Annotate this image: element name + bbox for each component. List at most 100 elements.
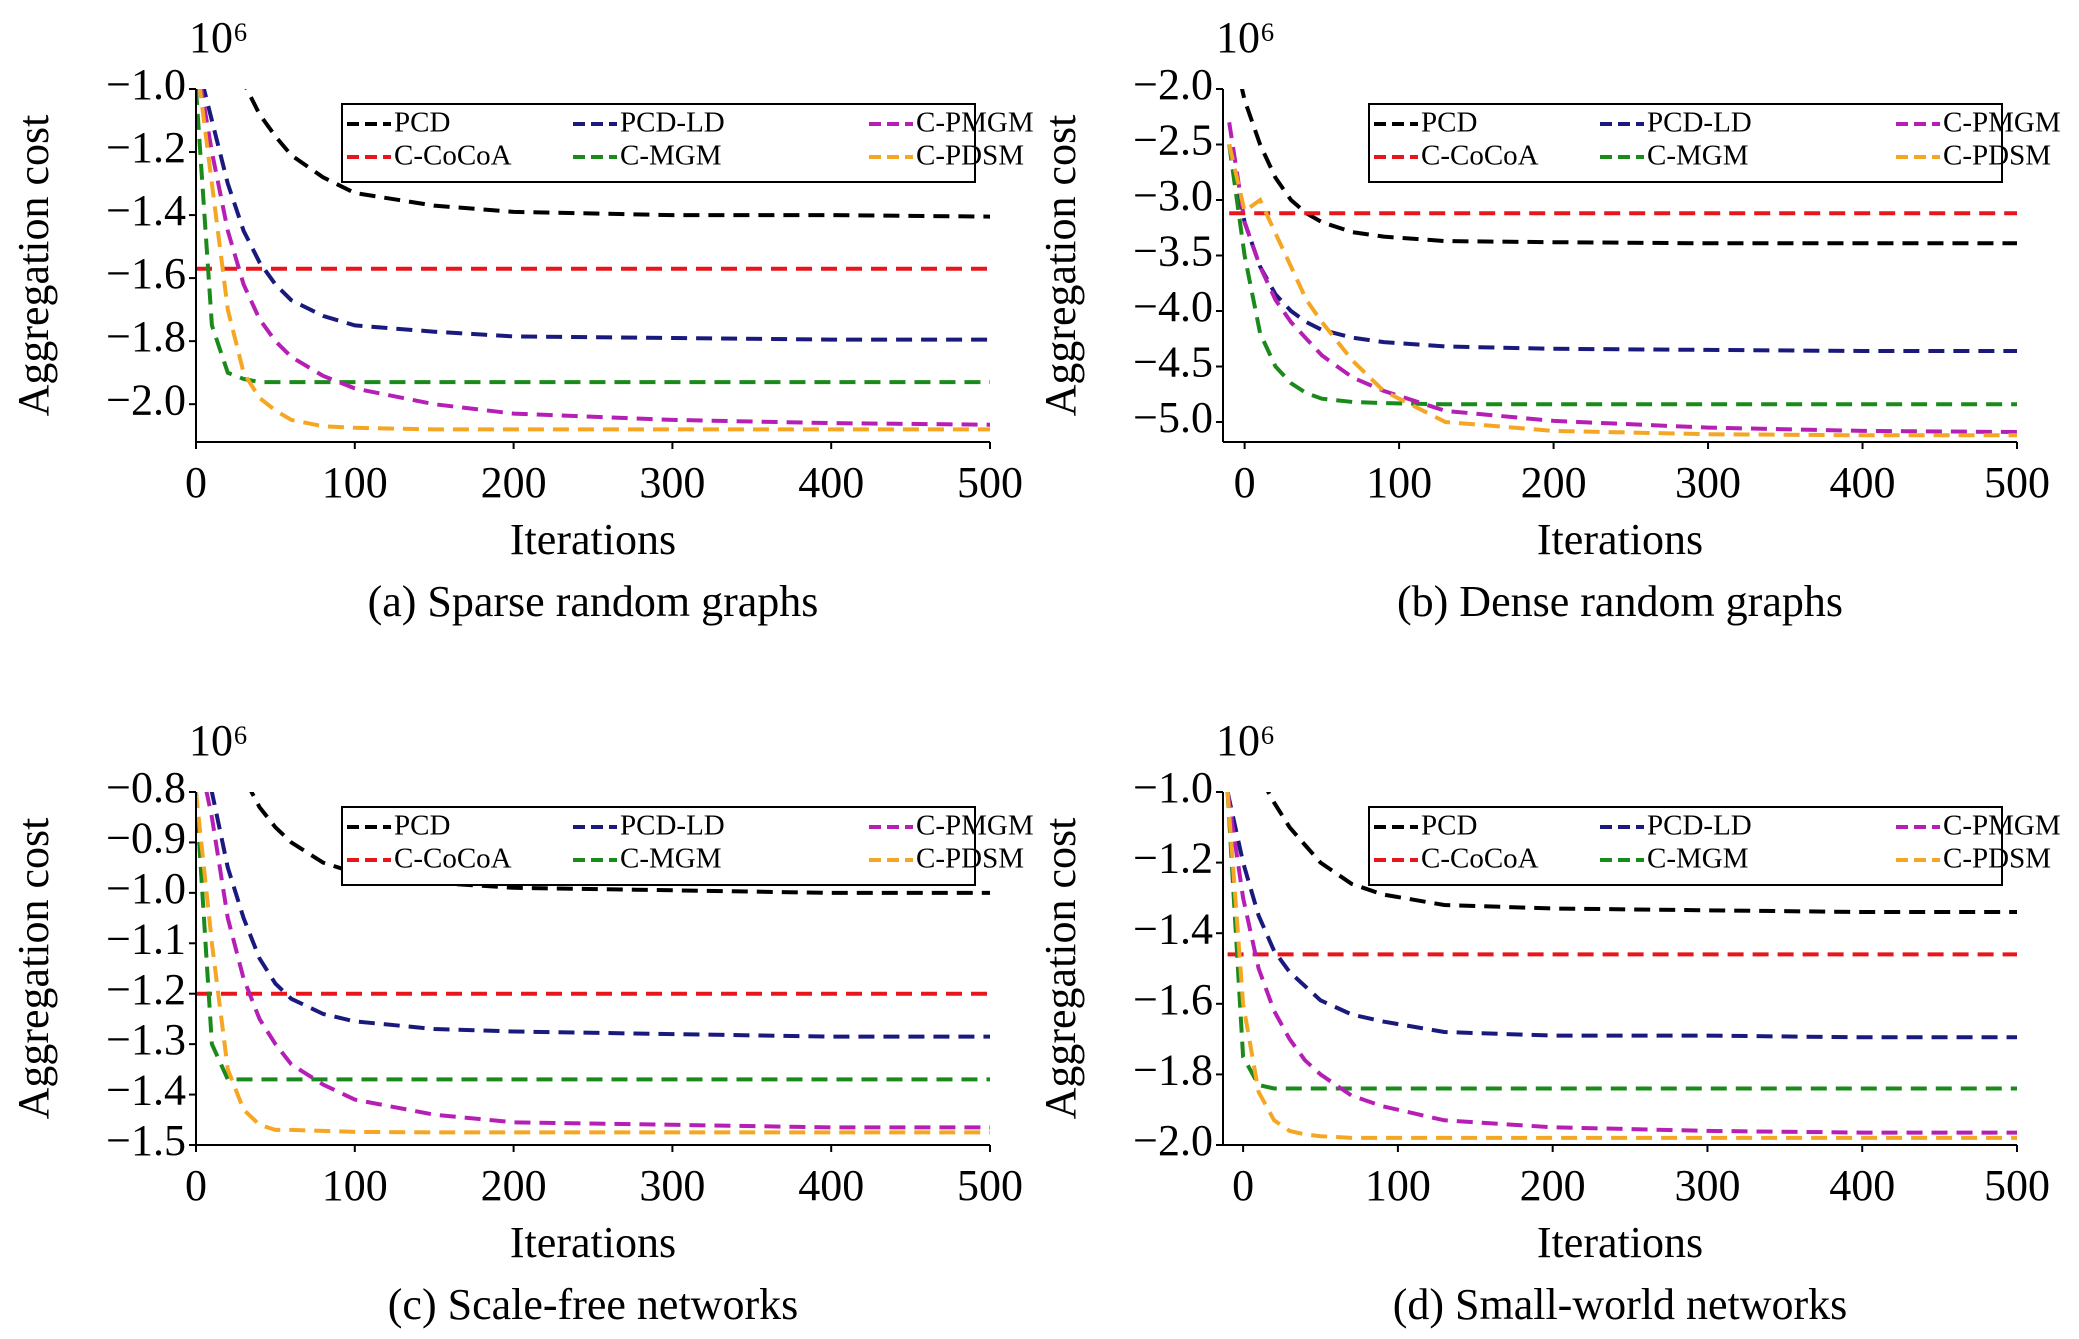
plot (1227, 89, 2017, 438)
x-tick-label: 200 (1520, 1161, 1586, 1210)
x-tick-label: 300 (1674, 1161, 1740, 1210)
series-line (209, 792, 990, 1039)
x-tick-label: 400 (798, 1161, 864, 1210)
y-multiplier: 10⁶ (189, 13, 248, 62)
y-tick-label: −1.4 (106, 1066, 186, 1115)
x-tick-label: 200 (481, 1161, 547, 1210)
x-tick-label: 300 (639, 1161, 705, 1210)
y-tick-label: −4.0 (1133, 282, 1213, 331)
series-line (1225, 792, 2017, 1040)
legend-box (341, 103, 976, 183)
x-axis-label: Iterations (1537, 515, 1703, 564)
y-tick-label: −0.9 (106, 814, 186, 863)
series-line (199, 89, 990, 427)
legend-label: C-PDSM (1943, 140, 2051, 172)
legend-label: C-MGM (620, 843, 722, 875)
legend-label: PCD (1421, 810, 1477, 842)
y-axis-label: Aggregation cost (1036, 818, 1085, 1120)
legend-label: C-PMGM (916, 107, 1034, 139)
y-axis-label: Aggregation cost (1036, 115, 1085, 417)
x-tick-label: 0 (185, 1161, 207, 1210)
caption: (a) Sparse random graphs (368, 577, 819, 626)
y-tick-label: −1.5 (106, 1116, 186, 1165)
y-tick-label: −2.0 (106, 375, 186, 424)
y-tick-label: −5.0 (1133, 393, 1213, 442)
legend-label: C-CoCoA (1421, 843, 1539, 875)
x-tick-label: 100 (322, 1161, 388, 1210)
y-multiplier: 10⁶ (1216, 13, 1275, 62)
legend-label: PCD-LD (620, 107, 725, 139)
legend-label: C-PDSM (916, 140, 1024, 172)
plot (196, 89, 990, 432)
legend-label: C-MGM (1647, 140, 1749, 172)
y-tick-label: −2.0 (1133, 1116, 1213, 1165)
y-tick-label: −2.5 (1133, 116, 1213, 165)
caption: (d) Small-world networks (1393, 1280, 1848, 1329)
x-tick-label: 500 (1984, 1161, 2050, 1210)
series-line (1227, 144, 2017, 438)
series-line (201, 89, 990, 342)
series-line (197, 89, 990, 432)
x-tick-label: 500 (957, 458, 1023, 507)
legend-box (1368, 103, 2003, 183)
y-multiplier: 10⁶ (189, 716, 248, 765)
series-line (249, 792, 990, 895)
legend-box (341, 806, 976, 886)
legend-label: C-PDSM (916, 843, 1024, 875)
y-tick-label: −1.8 (106, 312, 186, 361)
y-tick-label: −1.6 (106, 249, 186, 298)
legend-label: C-PDSM (1943, 843, 2051, 875)
x-tick-label: 0 (185, 458, 207, 507)
x-tick-label: 400 (1830, 458, 1896, 507)
y-tick-label: −1.4 (106, 186, 186, 235)
y-tick-label: −1.2 (1133, 834, 1213, 883)
legend-label: PCD (394, 107, 450, 139)
y-tick-label: −4.5 (1133, 338, 1213, 387)
series-line (1227, 121, 2017, 434)
legend-label: PCD (394, 810, 450, 842)
x-tick-label: 100 (322, 458, 388, 507)
x-axis-label: Iterations (1537, 1218, 1703, 1267)
y-tick-label: −1.0 (1133, 763, 1213, 812)
legend-label: C-CoCoA (394, 843, 512, 875)
legend-label: C-MGM (620, 140, 722, 172)
y-tick-label: −1.6 (1133, 975, 1213, 1024)
y-tick-label: −3.0 (1133, 171, 1213, 220)
series-line (196, 792, 990, 1082)
y-tick-label: −1.2 (106, 965, 186, 1014)
x-tick-label: 100 (1366, 458, 1432, 507)
y-tick-label: −1.0 (106, 60, 186, 109)
x-tick-label: 200 (481, 458, 547, 507)
y-axis-label: Aggregation cost (9, 115, 58, 417)
legend-label: C-CoCoA (1421, 140, 1539, 172)
x-tick-label: 400 (798, 458, 864, 507)
x-tick-label: 300 (639, 458, 705, 507)
x-tick-label: 200 (1521, 458, 1587, 507)
legend-label: C-PMGM (1943, 810, 2061, 842)
legend-label: PCD-LD (620, 810, 725, 842)
y-tick-label: −1.1 (106, 914, 186, 963)
series-line (1225, 792, 2017, 1091)
series-line (1225, 792, 2017, 1135)
series-line (1225, 792, 2017, 1140)
series-line (1227, 144, 2017, 407)
series-line (244, 89, 990, 219)
legend-label: C-PMGM (916, 810, 1034, 842)
x-tick-label: 300 (1675, 458, 1741, 507)
series-line (204, 792, 990, 1130)
series-line (196, 89, 990, 385)
series-line (196, 792, 990, 1135)
legend-label: C-CoCoA (394, 140, 512, 172)
legend-label: C-MGM (1647, 843, 1749, 875)
plot (196, 792, 990, 1135)
y-tick-label: −1.4 (1133, 904, 1213, 953)
y-tick-label: −0.8 (106, 763, 186, 812)
legend-box (1368, 806, 2003, 886)
x-tick-label: 500 (1984, 458, 2050, 507)
caption: (c) Scale-free networks (388, 1280, 798, 1329)
x-axis-label: Iterations (510, 515, 676, 564)
x-tick-label: 400 (1829, 1161, 1895, 1210)
y-tick-label: −1.0 (106, 864, 186, 913)
y-multiplier: 10⁶ (1216, 716, 1275, 765)
